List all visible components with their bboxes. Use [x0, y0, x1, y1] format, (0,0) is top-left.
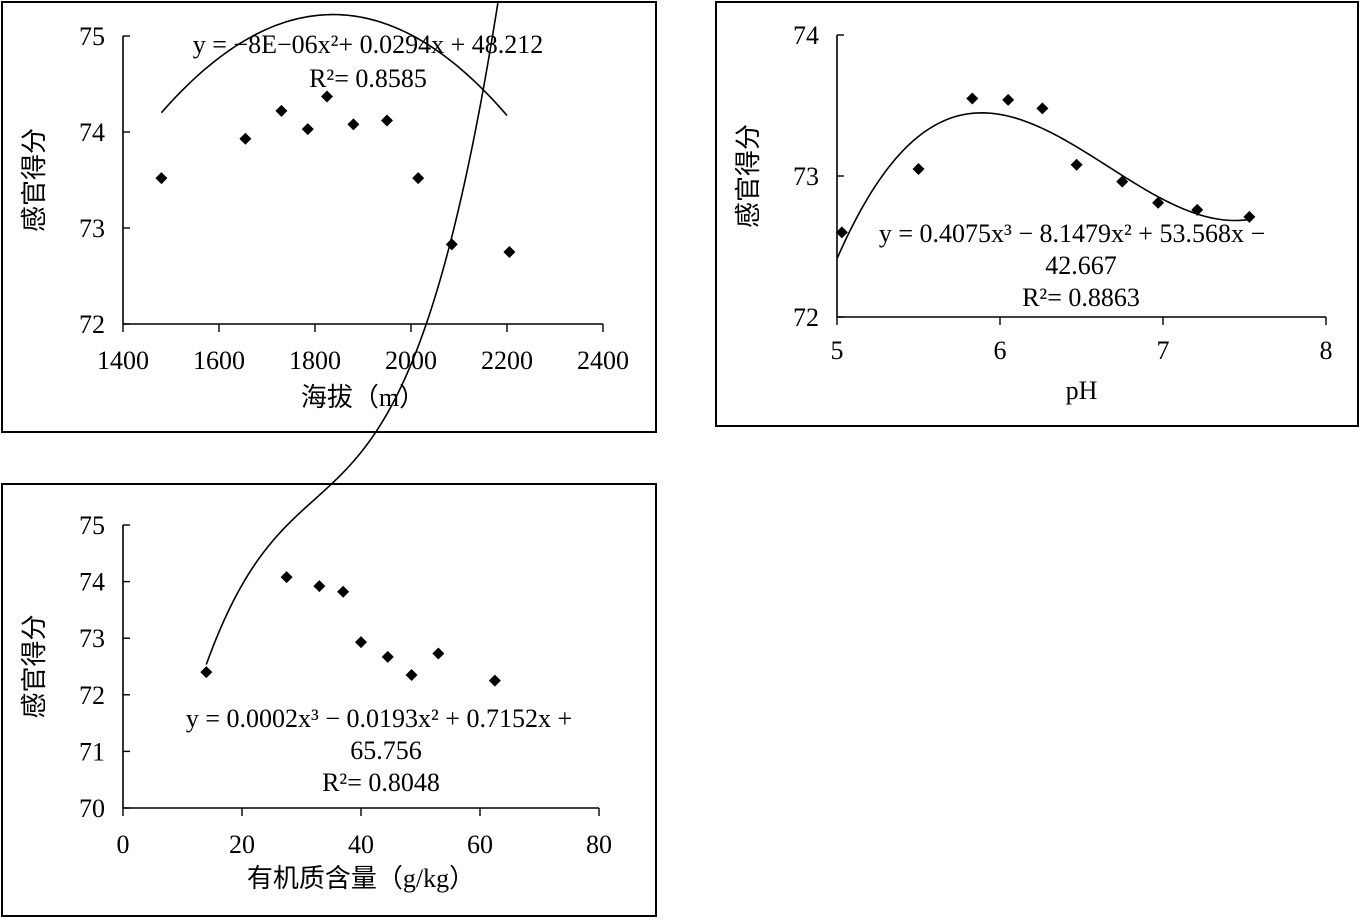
chart-svg: 72 73 74 5 6 7 8 pH 感官得分 y = 0.4075x³ − 8.1479x² … [734, 21, 1333, 405]
x-tick-label: 7 [1157, 336, 1170, 365]
trendline-curve [836, 112, 1253, 260]
x-axis-label: 海拔（m） [301, 383, 425, 412]
data-point [1036, 102, 1049, 115]
chart-panel-altitude: 72 73 74 75 1400 1600 1800 2000 2200 2400 海拔（m） 感官得… [1, 1, 657, 433]
y-tick-label: 72 [79, 681, 105, 710]
y-axis-label: 感官得分 [734, 124, 763, 228]
data-point [155, 172, 168, 185]
chart-panel-organic-matter: 70 71 72 73 74 75 0 20 40 60 80 有机质含量（g/kg） 感官得分 y = … [1, 2, 657, 917]
trendline-curve [205, 2, 499, 665]
data-point [200, 666, 213, 679]
trendline-curve [160, 13, 508, 117]
data-point [1152, 196, 1165, 209]
y-axis-label: 感官得分 [20, 128, 49, 232]
x-tick-label: 0 [117, 830, 130, 859]
y-tick-label: 72 [79, 310, 105, 339]
x-tick-label: 5 [831, 336, 844, 365]
x-tick-label: 80 [586, 830, 612, 859]
y-tick-label: 75 [79, 22, 105, 51]
data-point [488, 674, 501, 687]
data-point [405, 668, 418, 681]
data-point [1191, 203, 1204, 216]
x-tick-label: 1400 [97, 346, 149, 375]
chart-svg: 70 71 72 73 74 75 0 20 40 60 80 有机质含量（g/kg） 感官得分 y = … [20, 2, 612, 893]
data-point [275, 104, 288, 117]
trendline-equation: y = 0.4075x³ − 8.1479x² + 53.568x − [879, 219, 1265, 248]
y-tick-label: 70 [79, 794, 105, 823]
x-axis-label: pH [1066, 376, 1098, 405]
data-point [503, 246, 516, 258]
data-point [337, 585, 350, 598]
data-point [381, 650, 394, 663]
x-tick-label: 2200 [481, 346, 533, 375]
data-point [445, 238, 458, 251]
data-point [313, 580, 326, 593]
y-tick-label: 73 [793, 162, 819, 191]
y-tick-label: 73 [79, 624, 105, 653]
data-point [966, 92, 979, 105]
x-tick-label: 6 [994, 336, 1007, 365]
y-tick-label: 74 [79, 118, 105, 147]
x-tick-label: 40 [348, 830, 374, 859]
data-point [1002, 93, 1015, 106]
y-tick-label: 75 [79, 511, 105, 540]
x-tick-label: 1600 [193, 346, 245, 375]
x-tick-label: 60 [467, 830, 493, 859]
trendline-equation-continued: 65.756 [350, 736, 422, 765]
data-point [432, 647, 445, 660]
r-squared-label: R²= 0.8863 [1022, 283, 1140, 312]
data-point [355, 636, 367, 649]
trendline-equation: y = 0.0002x³ − 0.0193x² + 0.7152x + [186, 704, 572, 733]
data-point [912, 162, 925, 175]
y-tick-label: 72 [793, 303, 819, 332]
r-squared-label: R²= 0.8048 [322, 768, 440, 797]
data-point [1116, 175, 1129, 188]
data-point [412, 172, 425, 185]
data-point [1070, 158, 1083, 171]
y-axis-label: 感官得分 [20, 614, 49, 718]
data-point [280, 571, 293, 584]
data-point [301, 123, 314, 136]
data-point [1243, 210, 1256, 223]
x-tick-label: 2000 [385, 346, 437, 375]
x-tick-label: 1800 [289, 346, 341, 375]
trendline-equation-continued: 42.667 [1045, 251, 1117, 280]
data-point [381, 114, 393, 127]
y-tick-label: 73 [79, 214, 105, 243]
chart-svg: 72 73 74 75 1400 1600 1800 2000 2200 2400 海拔（m） 感官得… [20, 13, 629, 412]
x-tick-label: 2400 [577, 346, 629, 375]
data-point [347, 118, 360, 131]
data-point [239, 132, 252, 145]
trendline-equation: y = −8E−06x²+ 0.0294x + 48.212 [193, 30, 544, 59]
r-squared-label: R²= 0.8585 [309, 64, 427, 93]
chart-panel-ph: 72 73 74 5 6 7 8 pH 感官得分 y = 0.4075x³ − 8.1479x² … [715, 1, 1359, 427]
y-tick-label: 71 [79, 737, 105, 766]
data-point [321, 90, 333, 103]
x-tick-label: 20 [229, 830, 255, 859]
x-axis-label: 有机质含量（g/kg） [247, 864, 475, 893]
x-tick-label: 8 [1320, 336, 1333, 365]
y-tick-label: 74 [79, 568, 105, 597]
data-point [835, 226, 848, 239]
y-tick-label: 74 [793, 21, 819, 50]
